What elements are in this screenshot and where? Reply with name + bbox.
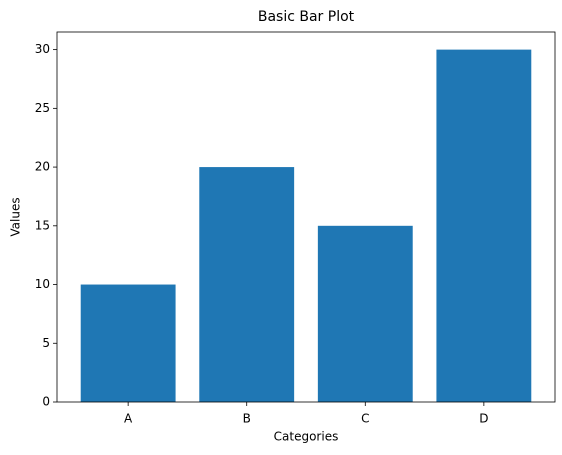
bar	[436, 49, 532, 402]
y-tick-label: 30	[35, 42, 50, 56]
plot-frame	[56, 31, 556, 403]
y-tick-label: 25	[35, 101, 50, 115]
x-tick-label: A	[124, 412, 133, 426]
x-axis-label: Categories	[274, 430, 339, 444]
x-tick-label: D	[479, 412, 488, 426]
y-tick-label: 10	[35, 277, 50, 291]
chart-title: Basic Bar Plot	[258, 9, 355, 25]
x-tick-label: B	[243, 412, 251, 426]
bar	[80, 284, 176, 402]
y-tick-label: 15	[35, 218, 50, 232]
bar	[317, 225, 413, 402]
bar	[199, 167, 295, 402]
y-tick-label: 20	[35, 160, 50, 174]
x-tick-label: C	[361, 412, 369, 426]
y-axis-label: Values	[9, 197, 23, 236]
y-tick-label: 0	[42, 395, 50, 409]
y-tick-label: 5	[42, 336, 50, 350]
